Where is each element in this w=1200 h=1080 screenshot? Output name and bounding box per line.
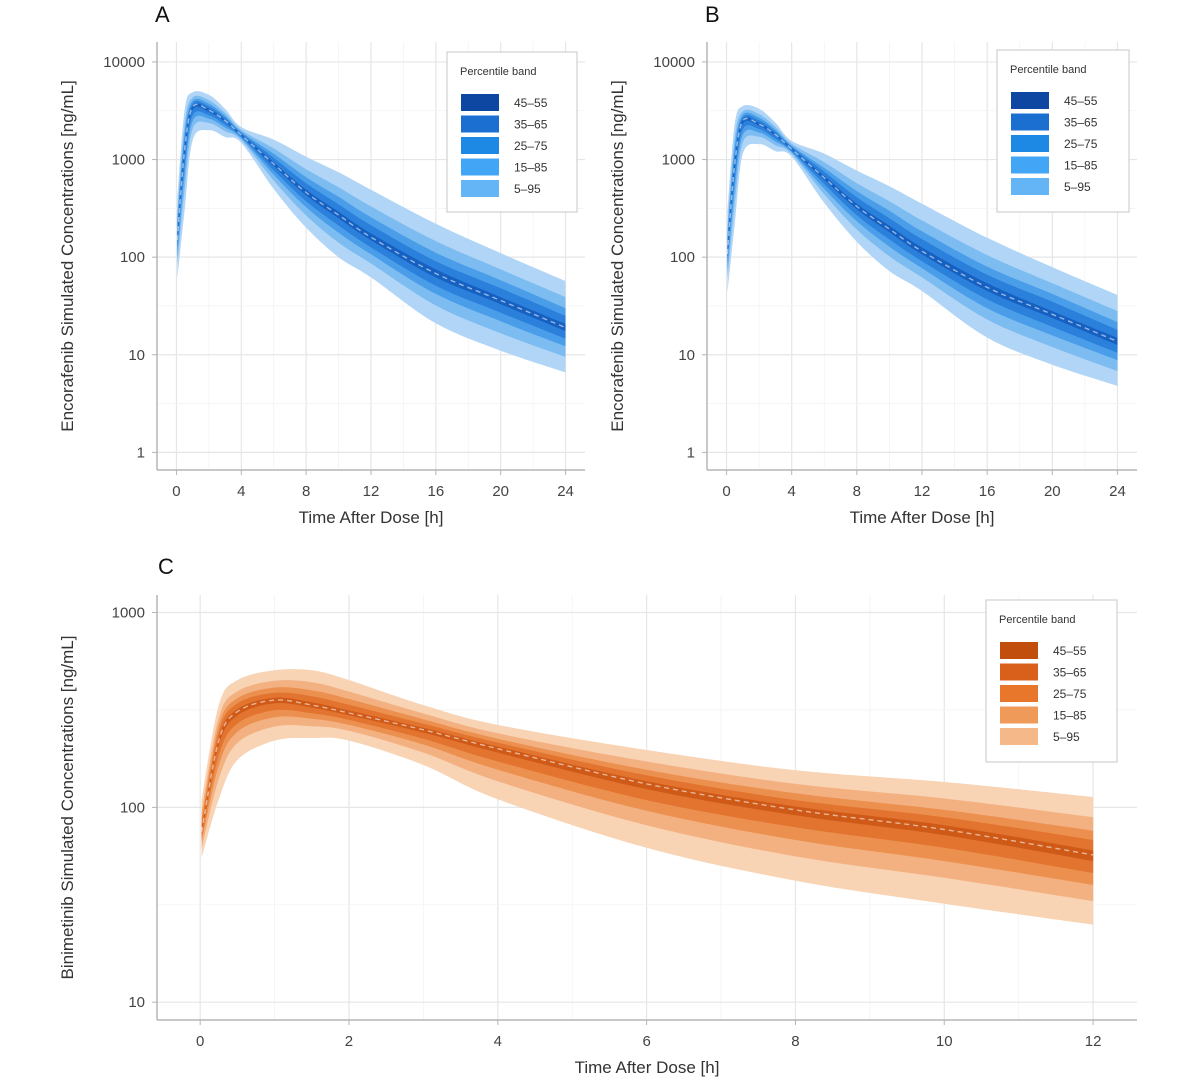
x-tick-label: 8 <box>791 1033 799 1050</box>
y-tick-label: 1000 <box>112 605 145 622</box>
legend-title: Percentile band <box>1010 64 1086 76</box>
panel-c: 0 2 4 6 8 10 12 10 100 1000 Time After Dose [h] Bin… <box>58 554 1137 1077</box>
legend-swatch <box>1011 92 1049 109</box>
legend-swatch <box>461 94 499 111</box>
median-line <box>176 103 566 329</box>
band-35-65 <box>727 114 1118 353</box>
band-35-65 <box>177 101 566 339</box>
band-45-55 <box>727 117 1118 345</box>
y-tick-label: 1 <box>687 444 695 461</box>
legend-label: 5–95 <box>1064 180 1091 194</box>
legend-label: 5–95 <box>514 182 541 196</box>
x-axis-title: Time After Dose [h] <box>850 508 995 527</box>
legend-swatch <box>1000 706 1038 724</box>
x-tick-label: 4 <box>788 483 796 500</box>
x-axis-title: Time After Dose [h] <box>575 1058 720 1077</box>
x-tick-label: 10 <box>936 1033 953 1050</box>
legend-swatch <box>461 180 499 197</box>
y-tick-label: 1000 <box>662 152 695 169</box>
panel-label: B <box>705 2 720 27</box>
x-tick-label: 24 <box>1109 483 1126 500</box>
legend-label: 15–85 <box>1064 159 1098 173</box>
legend-swatch <box>1000 728 1038 745</box>
legend-label: 45–55 <box>1064 94 1098 108</box>
x-tick-label: 6 <box>642 1033 650 1050</box>
y-tick-label: 10000 <box>653 54 695 71</box>
legend-label: 35–65 <box>514 118 548 132</box>
legend-box <box>985 599 1118 763</box>
panel-label: A <box>155 2 170 27</box>
legend-swatch <box>1011 135 1049 152</box>
x-tick-label: 8 <box>302 483 310 500</box>
y-tick-label: 100 <box>120 249 145 266</box>
legend-label: 25–75 <box>514 139 548 153</box>
legend-label: 45–55 <box>514 96 548 110</box>
x-tick-label: 4 <box>237 483 245 500</box>
legend: Percentile band 45–55 35–65 25–75 15–85 5–95 <box>446 51 578 213</box>
legend-swatch <box>1011 156 1049 174</box>
legend-swatch <box>461 115 499 133</box>
x-tick-label: 0 <box>196 1033 204 1050</box>
x-tick-label: 16 <box>428 483 445 500</box>
y-tick-label: 1 <box>137 444 145 461</box>
panel-label: C <box>158 554 174 579</box>
legend-label: 25–75 <box>1064 137 1098 151</box>
legend-swatch <box>461 137 499 154</box>
x-axis-title: Time After Dose [h] <box>299 508 444 527</box>
legend-title: Percentile band <box>999 614 1075 626</box>
legend-swatch <box>461 158 499 176</box>
median-line <box>200 699 1094 856</box>
panel-a: 0 4 8 12 16 20 24 1 10 100 1000 10000 Time After Dos… <box>58 2 585 527</box>
y-axis-title: Encorafenib Simulated Concentrations [ng… <box>58 80 77 432</box>
x-tick-label: 2 <box>345 1033 353 1050</box>
legend-label: 5–95 <box>1053 730 1080 744</box>
legend-label: 25–75 <box>1053 687 1087 701</box>
legend-swatch <box>1000 685 1038 702</box>
band-45-55 <box>177 103 566 332</box>
x-tick-label: 4 <box>494 1033 502 1050</box>
y-tick-label: 100 <box>670 249 695 266</box>
legend-label: 35–65 <box>1053 666 1087 680</box>
y-tick-label: 10 <box>678 347 695 364</box>
x-tick-label: 12 <box>363 483 380 500</box>
x-tick-label: 24 <box>557 483 574 500</box>
y-tick-label: 10 <box>128 994 145 1011</box>
legend: Percentile band 45–55 35–65 25–75 15–85 5–95 <box>985 599 1118 763</box>
y-tick-label: 10000 <box>103 54 145 71</box>
x-tick-label: 16 <box>979 483 996 500</box>
x-tick-label: 12 <box>914 483 931 500</box>
x-tick-label: 20 <box>492 483 509 500</box>
legend: Percentile band 45–55 35–65 25–75 15–85 5–95 <box>996 49 1130 213</box>
legend-title: Percentile band <box>460 66 536 78</box>
legend-swatch <box>1011 113 1049 131</box>
legend-swatch <box>1000 642 1038 659</box>
x-tick-label: 0 <box>722 483 730 500</box>
legend-label: 15–85 <box>514 161 548 175</box>
legend-label: 45–55 <box>1053 644 1087 658</box>
legend-label: 15–85 <box>1053 709 1087 723</box>
y-tick-label: 100 <box>120 799 145 816</box>
legend-swatch <box>1011 178 1049 195</box>
y-axis-title: Encorafenib Simulated Concentrations [ng… <box>608 80 627 432</box>
panel-b: 0 4 8 12 16 20 24 1 10 100 1000 10000 Time After Dos… <box>608 2 1137 527</box>
x-tick-label: 0 <box>172 483 180 500</box>
y-tick-label: 10 <box>128 347 145 364</box>
x-tick-label: 20 <box>1044 483 1061 500</box>
x-tick-label: 8 <box>853 483 861 500</box>
median-line <box>726 117 1118 343</box>
y-axis-title: Binimetinib Simulated Concentrations [ng… <box>58 636 77 980</box>
y-tick-label: 1000 <box>112 152 145 169</box>
legend-label: 35–65 <box>1064 116 1098 130</box>
legend-swatch <box>1000 663 1038 681</box>
x-tick-label: 12 <box>1085 1033 1102 1050</box>
